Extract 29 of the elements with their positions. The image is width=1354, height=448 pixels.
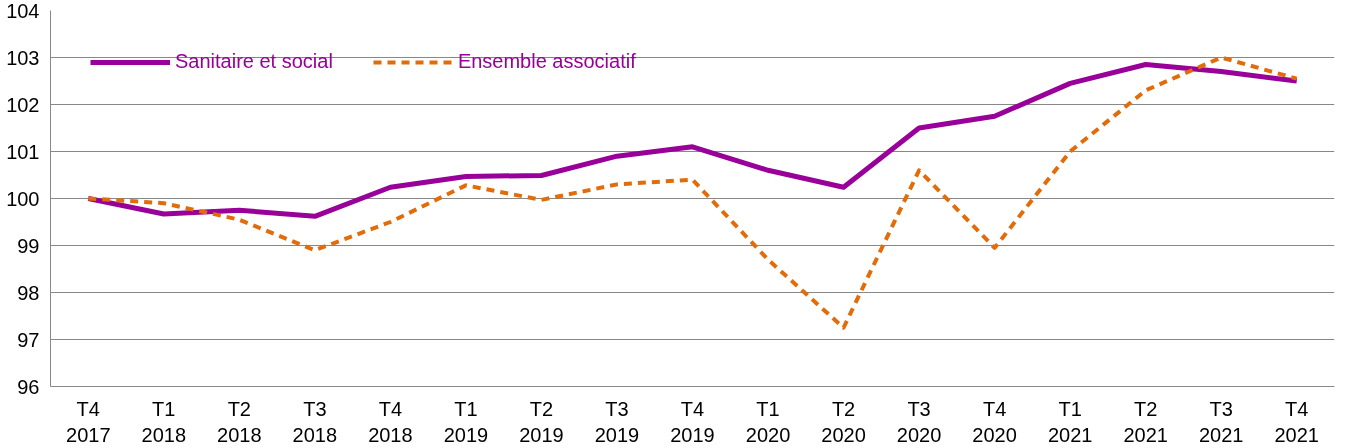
x-tick-label: T3 2019: [594, 397, 640, 446]
legend-label: Sanitaire et social: [175, 50, 333, 73]
x-tick-label: T3 2020: [896, 397, 942, 446]
y-tick-label: 99: [17, 234, 40, 257]
x-tick-label: T3 2021: [1198, 397, 1244, 446]
y-tick-label: 97: [17, 328, 40, 351]
y-tick-label: 96: [17, 375, 40, 398]
x-tick-label: T2 2021: [1123, 397, 1168, 446]
x-tick-label: T3 2018: [292, 397, 338, 446]
y-tick-label: 98: [17, 281, 40, 304]
x-tick-label: T4 2018: [368, 397, 413, 446]
y-tick-label: 101: [6, 140, 40, 163]
x-tick-label: T1 2021: [1047, 397, 1093, 446]
x-tick-label: T1 2019: [443, 397, 489, 446]
x-tick-label: T4 2019: [670, 397, 715, 446]
x-tick-label: T4 2020: [972, 397, 1017, 446]
x-tick-label: T1 2020: [745, 397, 791, 446]
line-series: [86, 55, 1299, 330]
y-tick-label: 102: [6, 93, 40, 116]
x-tick-label: T4 2017: [66, 397, 111, 446]
x-tick-label: T1 2018: [141, 397, 187, 446]
y-tick-label: 103: [6, 46, 40, 69]
y-tick-label: 100: [6, 187, 40, 210]
legend-label: Ensemble associatif: [457, 50, 636, 73]
x-tick-label: T2 2018: [217, 397, 262, 446]
y-tick-label: 104: [6, 0, 40, 22]
x-tick-label: T2 2019: [519, 397, 564, 446]
x-tick-label: T2 2020: [821, 397, 866, 446]
x-tick-label: T4 2021: [1274, 397, 1319, 446]
